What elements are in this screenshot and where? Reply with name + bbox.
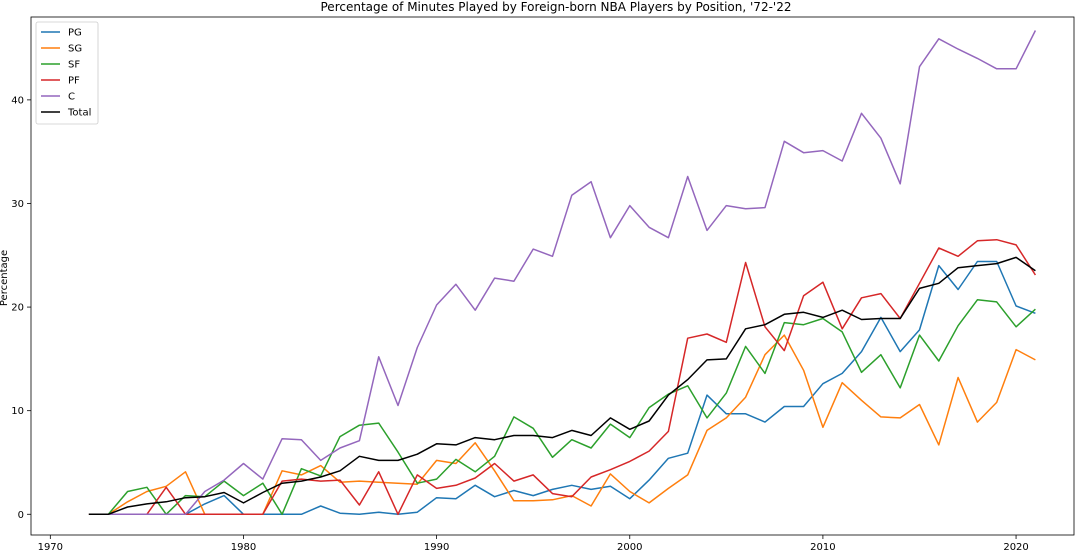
series-line-sf — [88, 299, 1036, 516]
y-axis-label: Percentage — [0, 250, 10, 306]
series-line-pg — [88, 260, 1036, 516]
series-line-pf — [88, 238, 1037, 516]
x-tick-label: 2010 — [810, 542, 835, 553]
chart-title: Percentage of Minutes Played by Foreign-… — [321, 0, 792, 14]
y-tick-label: 40 — [11, 95, 24, 106]
series-line-total — [88, 256, 1036, 516]
y-tick-label: 20 — [11, 303, 24, 314]
plot-area — [30, 16, 1075, 536]
x-tick-label: 2000 — [617, 542, 642, 553]
y-tick-label: 30 — [11, 199, 24, 210]
x-tick-label: 2020 — [1003, 542, 1028, 553]
x-tick-label: 1990 — [424, 542, 449, 553]
axis-ticks: 1970 1980 1990 2000 2010 2020 0 10 20 30 40 — [11, 95, 1029, 553]
x-tick-label: 1980 — [231, 542, 256, 553]
legend-label: C — [68, 92, 75, 103]
x-tick-label: 1970 — [38, 542, 63, 553]
series-line-c — [88, 30, 1037, 516]
legend: PG SG SF PF C Total — [35, 21, 99, 125]
legend-label: SG — [68, 44, 82, 55]
legend-label: PF — [68, 76, 80, 87]
legend-label: SF — [68, 60, 80, 71]
legend-label: PG — [68, 28, 82, 39]
y-tick-label: 0 — [18, 510, 24, 521]
legend-label: Total — [67, 108, 91, 119]
series-lines — [88, 30, 1037, 516]
y-tick-label: 10 — [11, 406, 24, 417]
